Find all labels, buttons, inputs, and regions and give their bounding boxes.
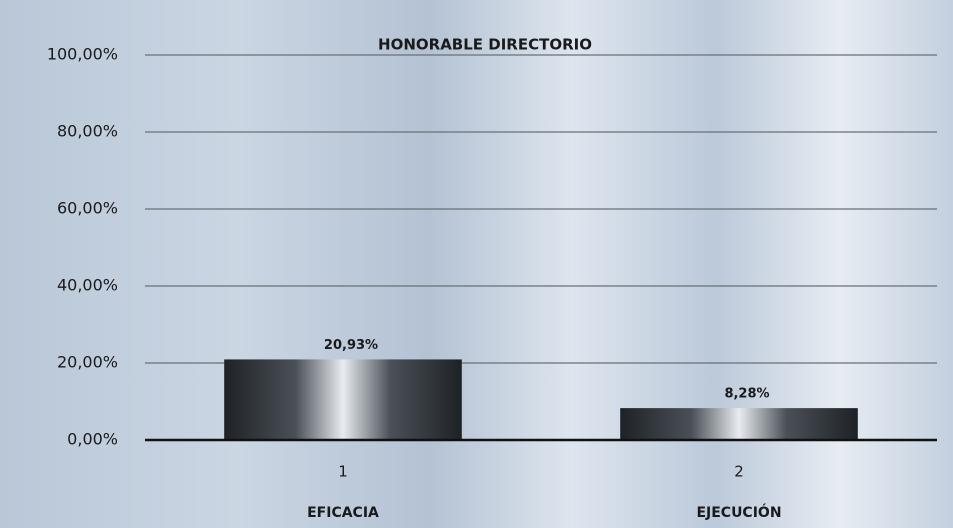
bar (620, 408, 858, 440)
y-tick-label: 40,00% (57, 276, 118, 295)
x-tick-label: 2 (734, 463, 744, 481)
category-name: EJECUCIÓN (696, 503, 781, 521)
x-tick-label: 1 (338, 463, 348, 481)
y-tick-label: 0,00% (67, 430, 118, 449)
chart-title: HONORABLE DIRECTORIO (378, 36, 592, 54)
y-tick-label: 100,00% (47, 45, 118, 64)
y-tick-label: 60,00% (57, 199, 118, 218)
value-label: 20,93% (324, 338, 378, 353)
value-label: 8,28% (724, 387, 769, 402)
bar (224, 359, 462, 440)
y-tick-label: 20,00% (57, 353, 118, 372)
y-tick-label: 80,00% (57, 122, 118, 141)
category-name: EFICACIA (307, 505, 379, 521)
